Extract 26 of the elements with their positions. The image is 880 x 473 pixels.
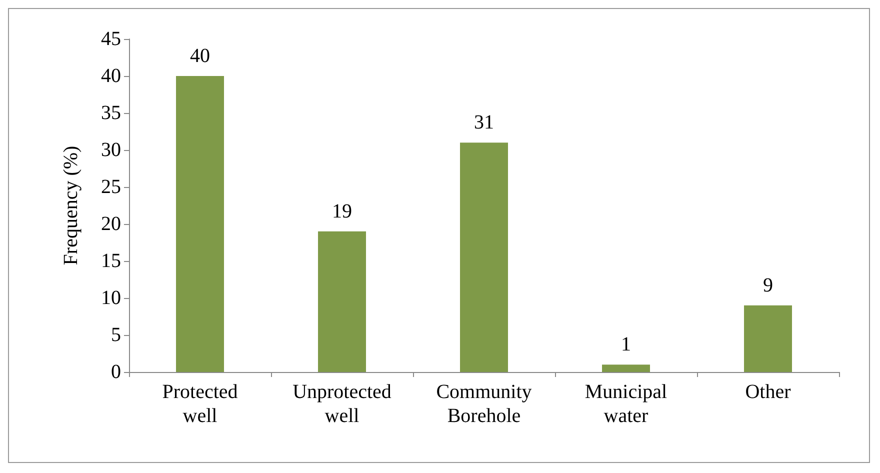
bar bbox=[460, 142, 508, 372]
data-label: 9 bbox=[763, 274, 773, 296]
data-label: 31 bbox=[474, 112, 494, 134]
y-tick-label: 25 bbox=[101, 176, 121, 198]
data-label: 1 bbox=[621, 334, 631, 356]
y-tick-label: 5 bbox=[111, 324, 121, 346]
bar bbox=[602, 364, 650, 372]
y-tick-label: 30 bbox=[101, 139, 121, 161]
data-label: 40 bbox=[190, 45, 210, 67]
bar bbox=[176, 76, 224, 372]
bar bbox=[318, 231, 366, 372]
x-tick-label: Protected well bbox=[162, 381, 238, 427]
data-label: 19 bbox=[332, 200, 352, 222]
y-tick-label: 35 bbox=[101, 102, 121, 124]
x-tick-label: Municipal water bbox=[584, 381, 668, 427]
x-tick-label: Unprotected well bbox=[292, 381, 392, 427]
x-tick-label: Community Borehole bbox=[436, 381, 532, 427]
bar bbox=[744, 305, 792, 372]
y-tick-label: 45 bbox=[101, 28, 121, 50]
y-tick-label: 10 bbox=[101, 287, 121, 309]
y-tick-label: 20 bbox=[101, 213, 121, 235]
x-tick-label: Other bbox=[745, 381, 792, 403]
y-tick-label: 15 bbox=[101, 250, 121, 272]
y-tick-label: 40 bbox=[101, 65, 121, 87]
y-axis-title: Frequency (%) bbox=[60, 146, 82, 266]
y-tick-label: 0 bbox=[111, 361, 121, 383]
